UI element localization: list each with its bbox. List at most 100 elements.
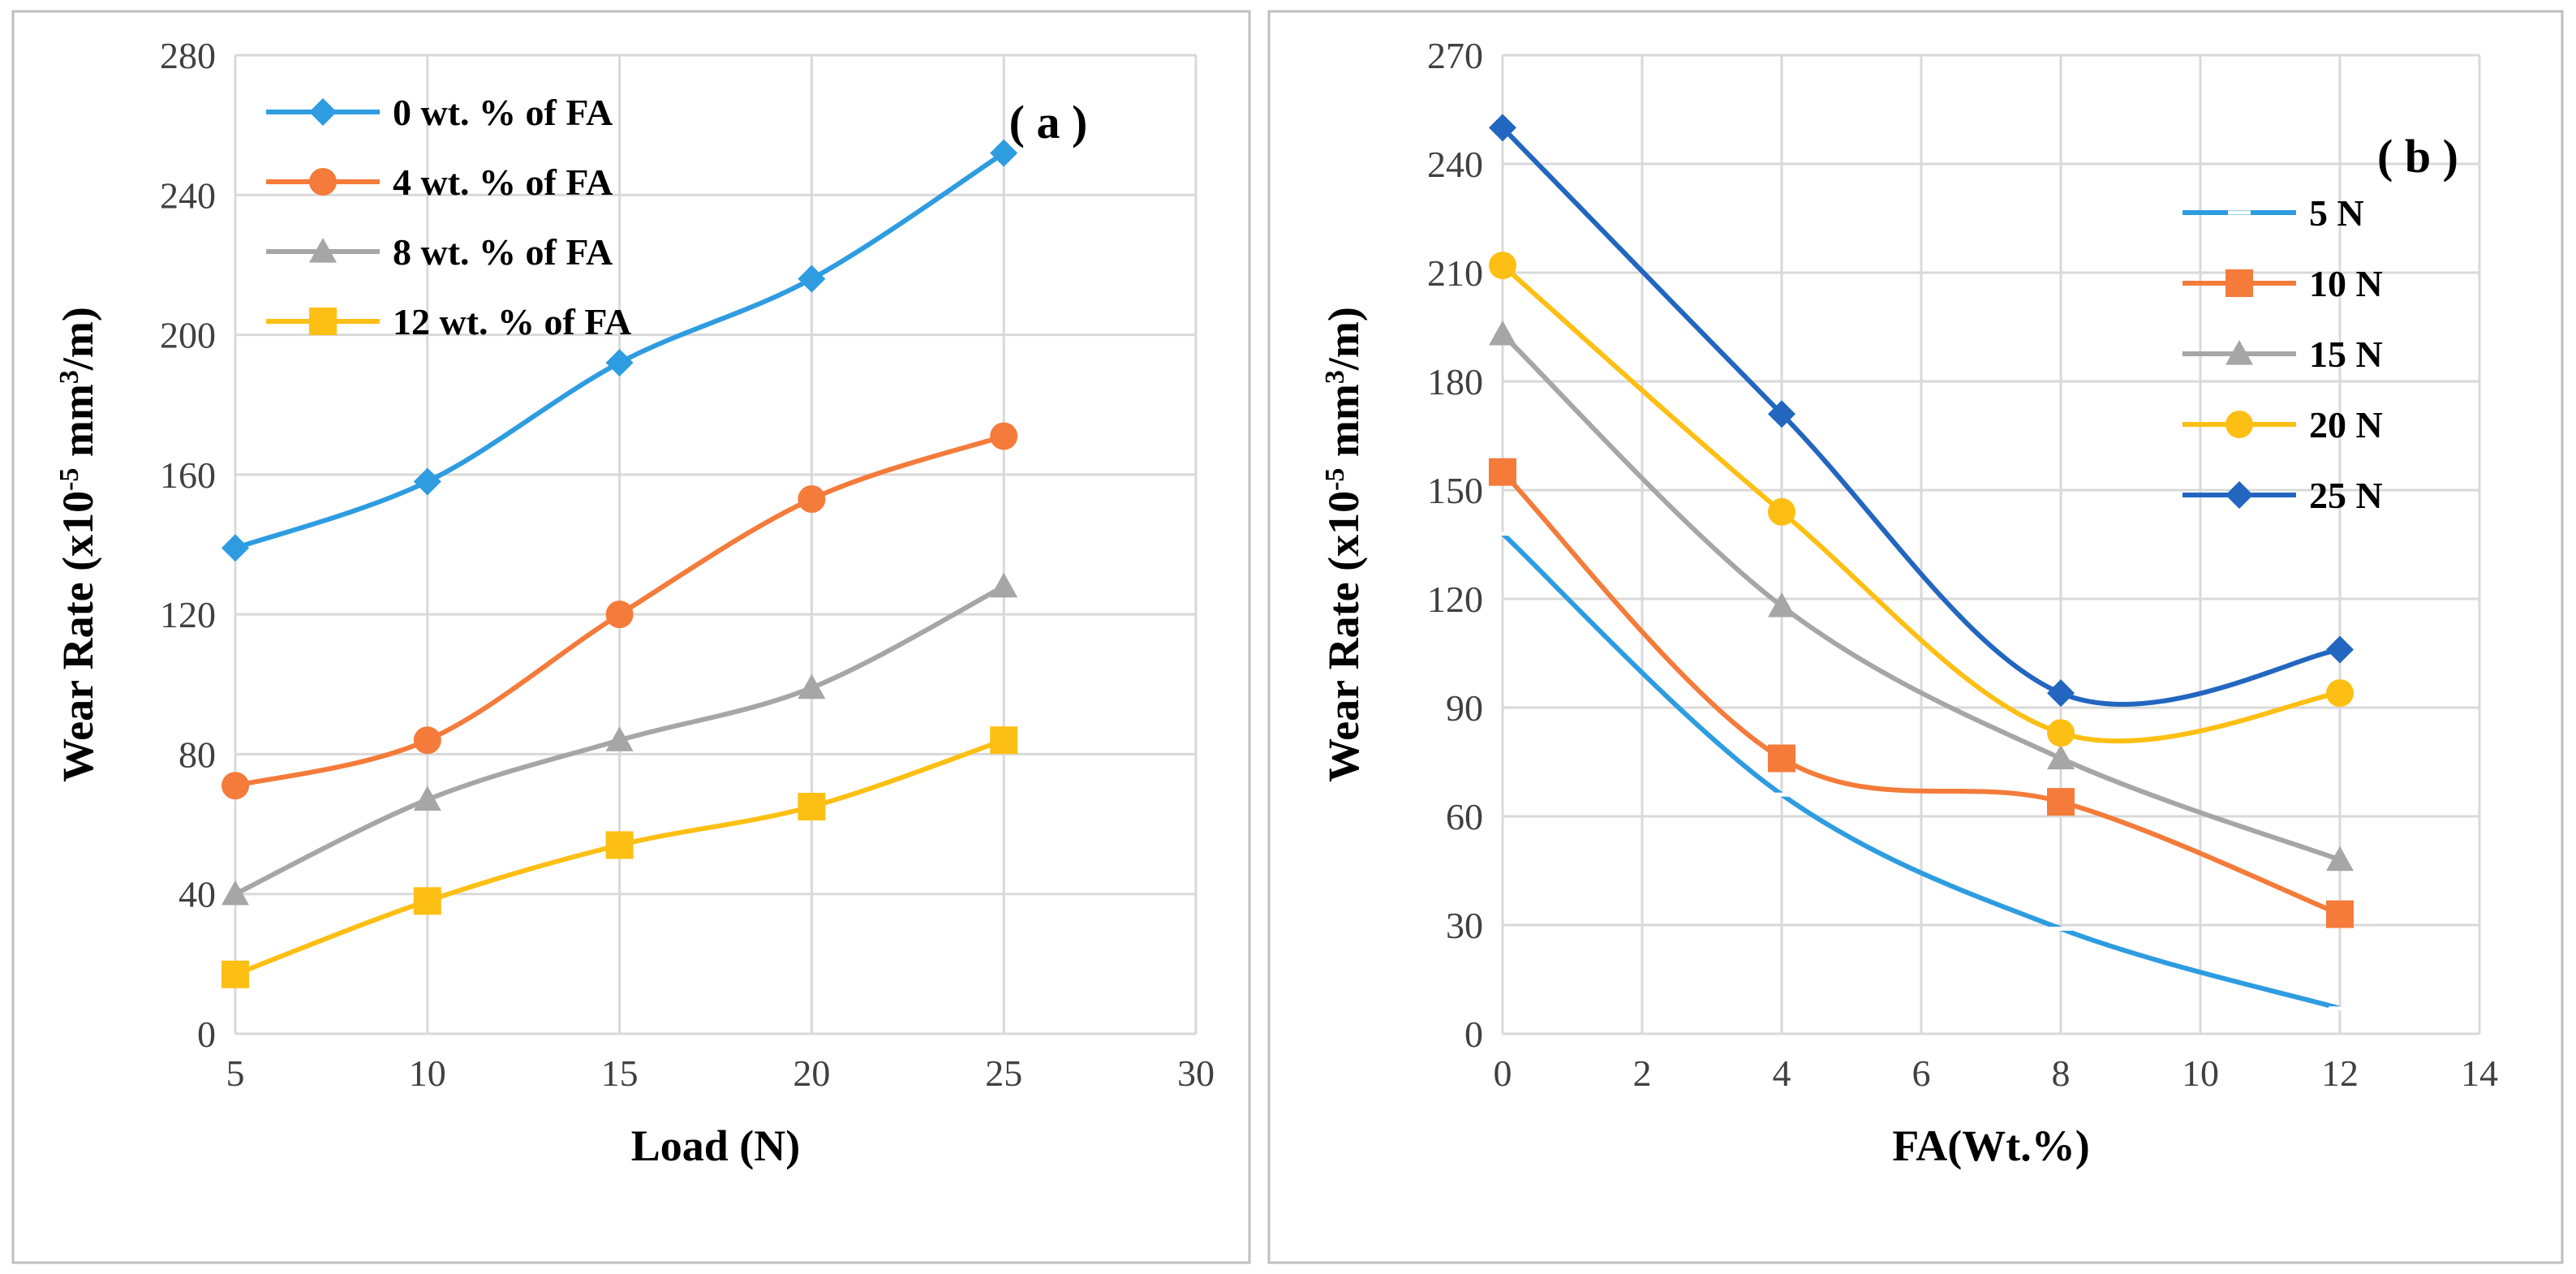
legend-item: 4 wt. % of FA [266,161,613,203]
y-tick-label: 120 [1427,579,1483,620]
x-tick-label: 14 [2461,1052,2498,1094]
data-point [2326,846,2354,872]
y-tick-label: 280 [160,35,216,76]
y-tick-label: 80 [178,734,216,775]
x-tick-label: 8 [2052,1052,2071,1094]
y-tick-label: 200 [160,315,216,356]
panel-label: ( b ) [2377,130,2458,183]
y-axis-title-text: Wear Rate (x10 [54,491,102,782]
y-tick-label: 0 [197,1014,216,1055]
series-3 [221,572,1018,906]
y-tick-label: 150 [1427,470,1483,511]
legend-label: 10 N [2309,263,2383,304]
y-tick-label: 30 [1446,905,1483,946]
x-tick-label: 10 [409,1052,446,1094]
x-tick-label: 6 [1912,1052,1931,1094]
y-axis-title: Wear Rate (x10-5 mm3/m) [54,307,102,782]
x-tick-label: 25 [985,1052,1022,1094]
data-point [990,422,1018,450]
legend-item: 12 wt. % of FA [266,301,631,342]
legend-label: 4 wt. % of FA [393,161,613,203]
x-tick-labels: 5 10 15 20 25 30 [226,1052,1215,1094]
series-3 [1489,320,2354,872]
legend-marker [2226,340,2253,365]
data-point [605,349,634,377]
data-point [1768,592,1795,618]
legend-marker [2226,481,2253,509]
legend: 0 wt. % of FA 4 wt. % of FA 8 wt. % of FA 1… [266,92,631,342]
data-point [1489,252,1516,280]
data-point [2326,900,2354,928]
x-tick-label: 5 [226,1052,245,1094]
data-point [2047,744,2075,770]
data-point [221,880,249,906]
y-tick-labels: 0 40 80 120 160 200 240 280 [160,35,216,1055]
legend-item: 20 N [2183,404,2383,445]
x-tick-label: 0 [1494,1052,1512,1094]
series-4 [1489,252,2354,747]
data-point [990,139,1018,167]
y-tick-label: 90 [1446,687,1483,729]
y-axis-title-part: mm [54,384,102,467]
x-axis-title: Load (N) [631,1121,801,1170]
y-tick-label: 240 [1427,144,1483,185]
x-tick-label: 30 [1177,1052,1215,1094]
y-tick-label: 160 [160,454,216,496]
legend-marker [309,238,337,263]
data-point [413,726,441,755]
series-2 [221,422,1018,800]
legend-label: 20 N [2309,404,2383,445]
legend-item: 8 wt. % of FA [266,231,613,273]
y-axis-title-part: /m) [54,307,102,371]
series-line [1500,126,2341,707]
data-point [1768,497,1795,526]
data-point [221,534,249,562]
data-point [2326,679,2354,708]
data-point [2047,719,2075,747]
x-tick-label: 20 [793,1052,830,1094]
y-tick-labels: 0 30 60 90 120 150 180 210 240 270 [1427,35,1483,1055]
legend-item: 15 N [2183,334,2383,375]
y-tick-label: 0 [1464,1014,1483,1055]
x-tick-label: 4 [1773,1052,1791,1094]
legend-item: 0 wt. % of FA [266,92,613,133]
legend-marker [2226,411,2253,438]
y-axis-title-part: -5 [54,468,84,491]
data-point [798,793,826,821]
y-tick-label: 60 [1446,796,1483,837]
legend-label: 25 N [2309,475,2383,516]
y-tick-label: 240 [160,174,216,216]
y-tick-label: 210 [1427,252,1483,294]
data-point [2047,679,2075,708]
legend: 5 N 10 N 15 N 20 N 25 N [2183,192,2383,516]
panel-frame [11,10,1251,1264]
data-point [605,600,634,629]
data-point [990,572,1018,598]
data-point [221,772,249,800]
panel-label: ( a ) [1009,96,1088,148]
series-4 [221,726,1018,988]
data-point [1768,744,1795,773]
data-point [605,726,634,751]
legend-marker [309,168,337,196]
series-2 [1489,458,2354,928]
data-point [2326,635,2354,664]
data-point [221,960,249,988]
data-point [1489,458,1516,486]
data-point [413,467,441,496]
legend-label: 15 N [2309,334,2383,375]
series-line [1500,332,2342,863]
series-line [1500,532,2341,1011]
y-axis-title-part: 3 [1320,370,1350,384]
x-axis-title: FA(Wt.%) [1892,1121,2089,1170]
series-line [1500,470,2342,917]
legend-label: 5 N [2309,192,2364,234]
legend-label: 12 wt. % of FA [393,301,631,342]
y-axis-title: Wear Rate (x10-5 mm3/m) [1319,307,1368,782]
data-point [413,887,441,915]
y-axis-title-part: 3 [54,370,84,384]
legend-marker [2226,269,2253,297]
data-point [413,785,441,811]
y-axis-title-part: /m) [1319,307,1368,371]
x-tick-label: 12 [2321,1052,2359,1094]
